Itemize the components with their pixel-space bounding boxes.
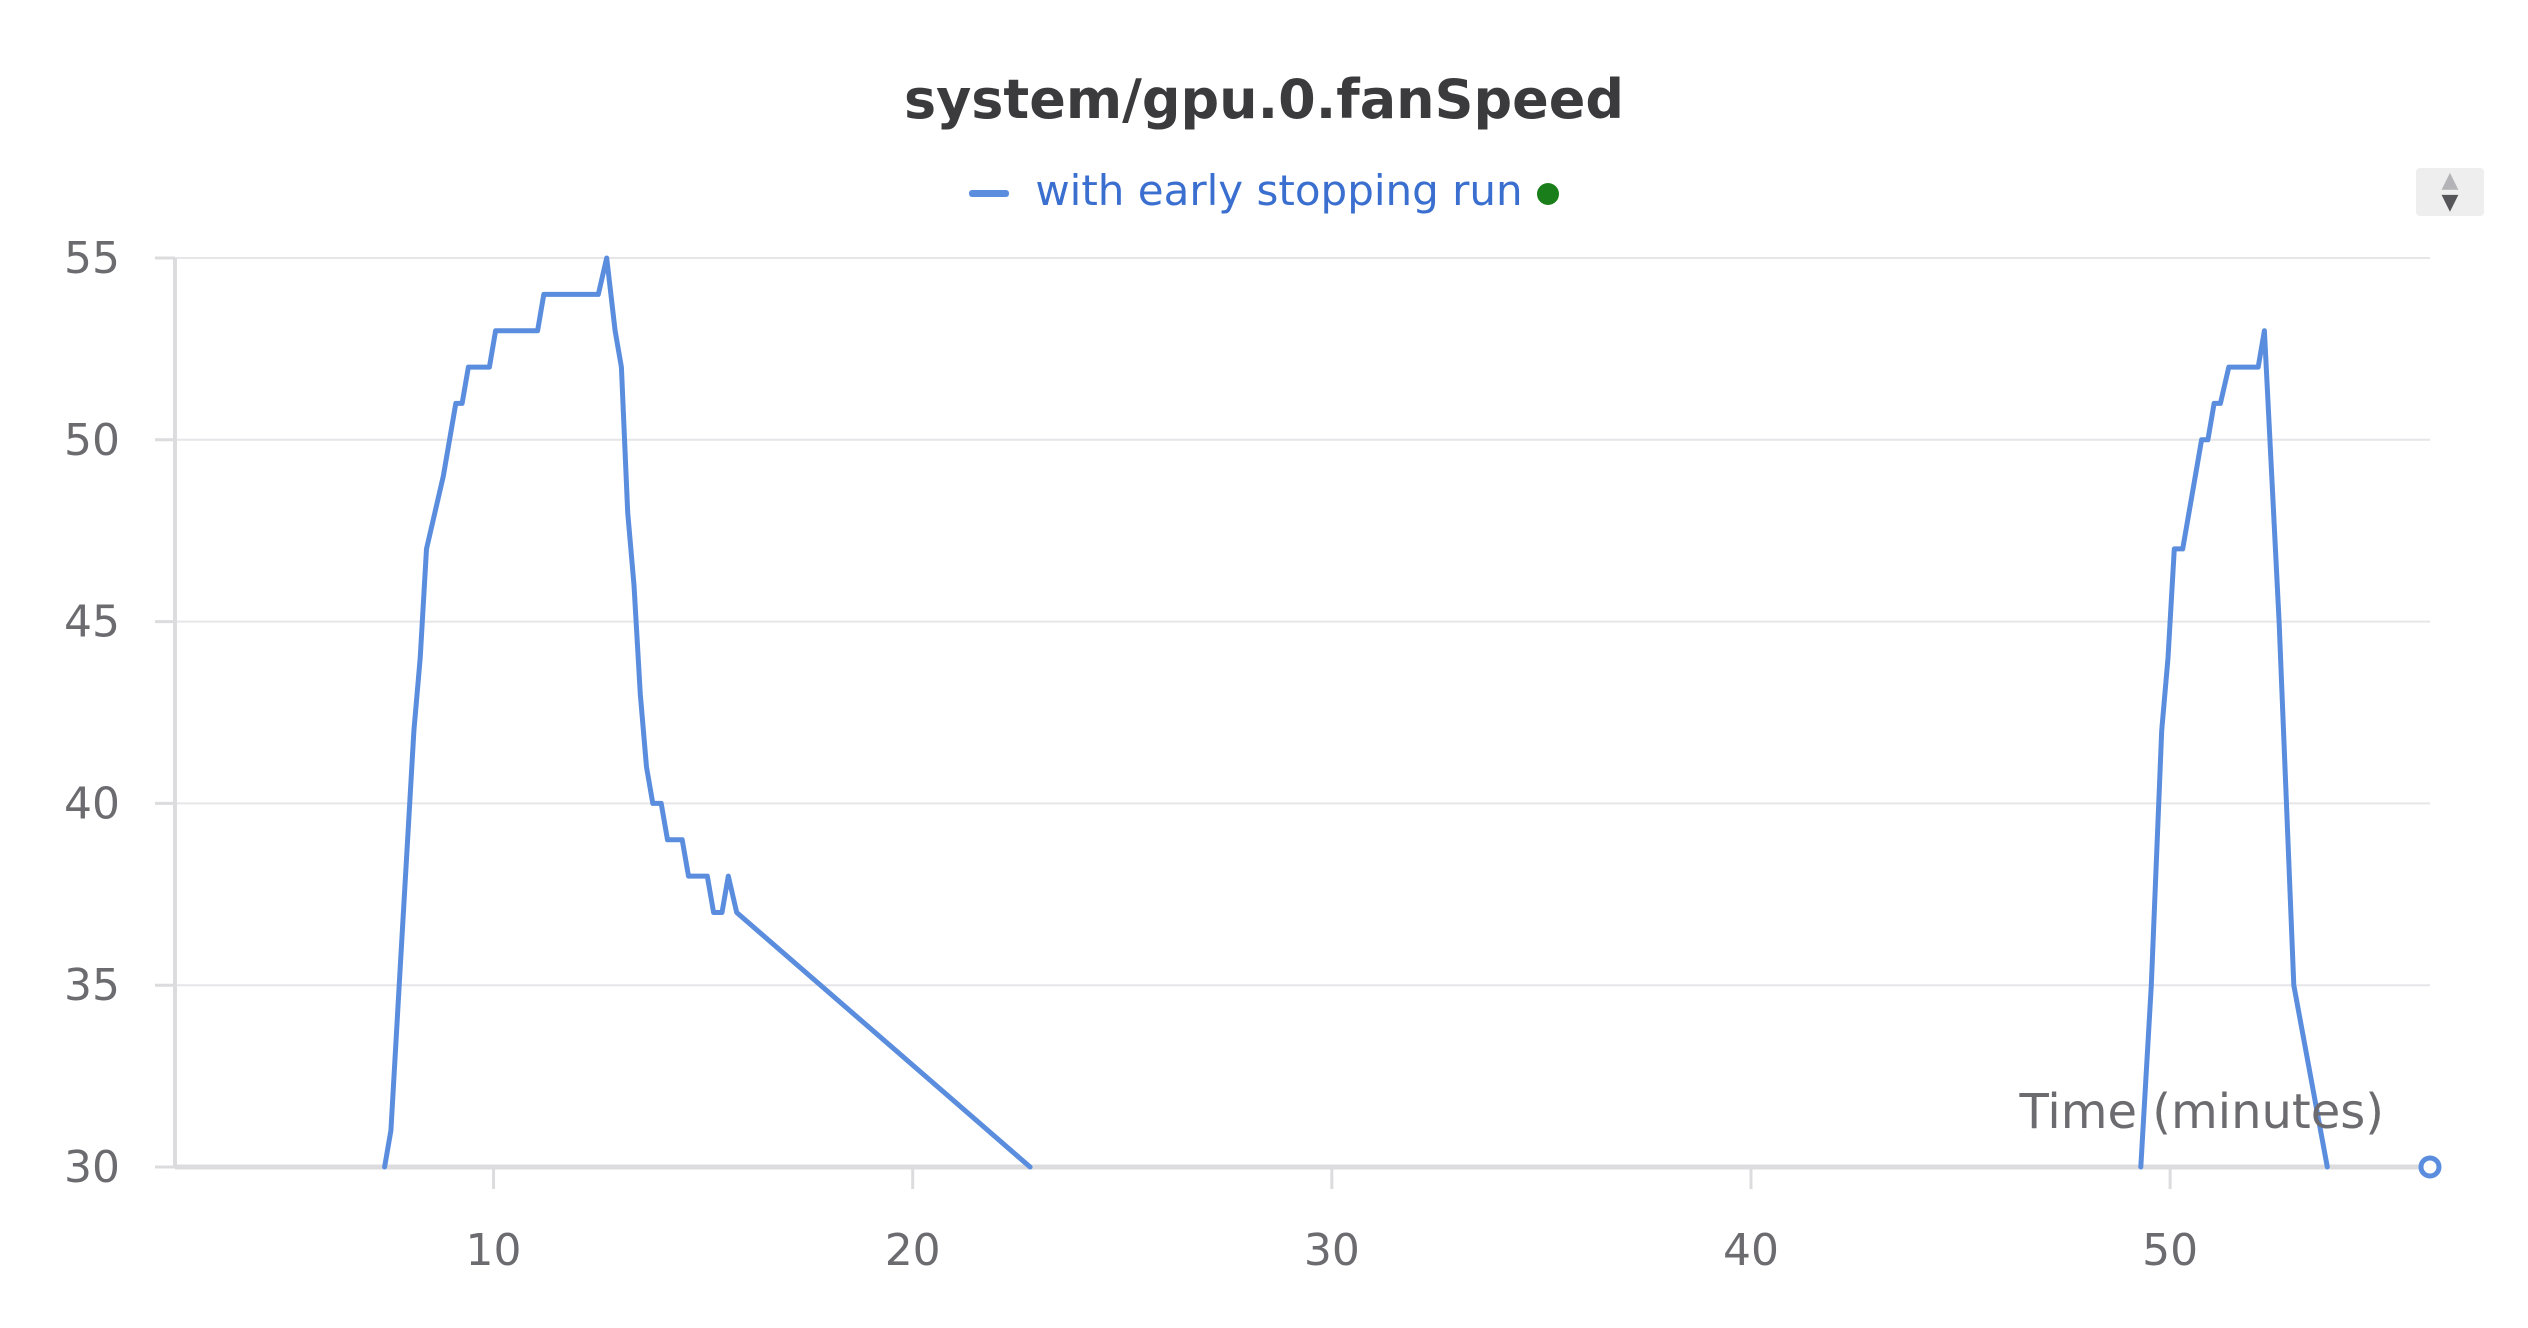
y-tick-label: 45 — [64, 597, 120, 648]
series-line-segment — [2138, 328, 2330, 1170]
legend-label[interactable]: with early stopping run — [1035, 166, 1523, 215]
chart-title: system/gpu.0.fanSpeed — [903, 68, 1625, 131]
y-tick-label: 40 — [64, 778, 120, 829]
x-tick-label: 40 — [1723, 1225, 1779, 1276]
y-tick-label: 30 — [64, 1142, 120, 1193]
y-tick-label: 50 — [64, 415, 120, 466]
legend-scroll-control[interactable]: ▲ ▼ — [2416, 168, 2484, 216]
y-tick-label: 55 — [64, 233, 120, 284]
legend: with early stopping run — [0, 166, 2528, 215]
series-lines — [382, 255, 2442, 1179]
x-tick-label: 30 — [1304, 1225, 1360, 1276]
series-line-segment — [382, 255, 1033, 1170]
gridlines — [175, 257, 2430, 987]
x-axis-title: Time (minutes) — [2019, 1084, 2384, 1140]
x-tick-label: 50 — [2142, 1225, 2198, 1276]
series-end-marker — [2418, 1155, 2442, 1179]
x-tick-label: 20 — [885, 1225, 941, 1276]
scroll-up-icon[interactable]: ▲ — [2441, 168, 2459, 193]
run-status-dot — [1536, 182, 1559, 205]
tick-labels: 30 35 40 45 50 55 10 20 30 40 50 — [64, 233, 2198, 1276]
legend-line-swatch — [969, 190, 1010, 197]
axes — [155, 256, 2430, 1189]
x-tick-label: 10 — [466, 1225, 522, 1276]
y-tick-label: 35 — [64, 960, 120, 1011]
scroll-down-icon[interactable]: ▼ — [2441, 190, 2459, 215]
